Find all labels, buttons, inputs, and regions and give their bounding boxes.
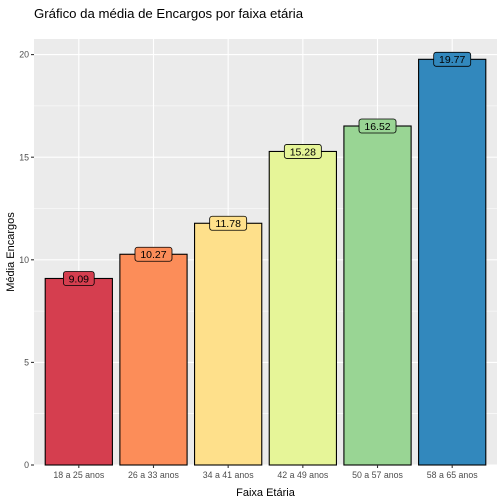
data-label-box: [209, 215, 248, 231]
chart-title: Gráfico da média de Encargos por faixa e…: [34, 6, 304, 21]
data-label-box: [134, 246, 173, 262]
bars: [44, 58, 487, 466]
y-tick-label: 0: [24, 460, 29, 470]
x-tick-label: 34 a 41 anos: [203, 470, 254, 480]
bar: [268, 150, 337, 466]
data-label-box: [63, 271, 95, 286]
bar: [194, 222, 263, 466]
data-label: 16.52: [364, 121, 390, 133]
y-tick-label: 10: [19, 255, 29, 265]
data-label: 11.78: [215, 218, 241, 230]
data-labels: 9.09 10.27 11.78 15.28 16.52 19.77: [63, 51, 472, 286]
y-axis-title: Média Encargos: [5, 212, 17, 292]
x-axis: 18 a 25 anos 26 a 33 anos 34 a 41 anos 42 a…: [53, 465, 478, 480]
x-axis-title: Faixa Etária: [236, 487, 296, 499]
y-tick-label: 15: [19, 152, 29, 162]
x-tick-label: 50 a 57 anos: [352, 470, 403, 480]
y-axis: 0 5 10 15 20: [19, 50, 34, 470]
x-tick-label: 42 a 49 anos: [277, 470, 328, 480]
bar: [44, 277, 113, 466]
data-label-box: [283, 144, 322, 159]
x-tick-label: 18 a 25 anos: [53, 470, 104, 480]
data-label: 15.28: [290, 146, 316, 158]
bar: [418, 58, 487, 466]
data-label: 10.27: [140, 249, 166, 261]
x-tick-label: 58 a 65 anos: [427, 470, 478, 480]
x-tick-label: 26 a 33 anos: [128, 470, 179, 480]
y-tick-label: 5: [24, 357, 29, 367]
y-tick-label: 20: [19, 50, 29, 60]
data-label-box: [358, 118, 397, 134]
bar: [119, 253, 188, 466]
data-label: 19.77: [439, 54, 465, 66]
data-label: 9.09: [69, 273, 90, 285]
bar: [343, 125, 412, 466]
data-label-box: [433, 51, 472, 67]
